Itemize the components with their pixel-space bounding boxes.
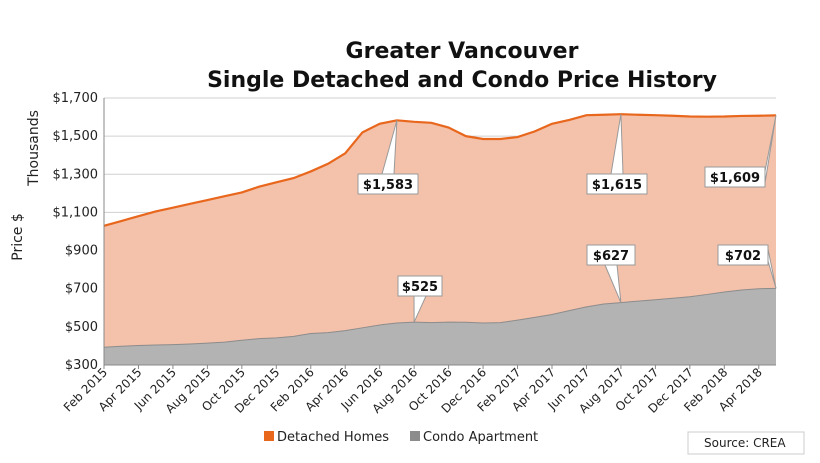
y-tick-label: $1,500 (53, 129, 99, 144)
callout: $1,583 (357, 120, 419, 195)
source-text: Source: CREA (704, 436, 786, 450)
legend: Detached Homes Condo Apartment (264, 430, 538, 445)
callout-label: $525 (402, 280, 438, 295)
callout-box (704, 166, 766, 188)
y-tick-label: $1,100 (53, 205, 99, 220)
chart-title: Greater Vancouver (346, 39, 579, 64)
y-tick-label: $500 (65, 320, 98, 335)
legend-swatch-condo (410, 431, 420, 441)
callout: $702 (717, 244, 777, 289)
callout-label: $1,583 (363, 178, 413, 193)
callout-box (586, 244, 636, 266)
legend-label-condo: Condo Apartment (423, 430, 538, 445)
callout-label: $627 (593, 249, 629, 264)
callout-label: $702 (725, 249, 761, 264)
callout-box (357, 173, 419, 195)
y-tick-label: $1,300 (53, 167, 99, 182)
callout: $525 (397, 275, 443, 323)
chart-subtitle: Single Detached and Condo Price History (207, 68, 717, 93)
y-axis-label-thousands: Thousands (26, 110, 42, 187)
y-tick-label: $1,700 (53, 91, 99, 106)
plot-area (103, 113, 777, 365)
callout-label: $1,609 (710, 171, 760, 186)
line-detached-homes (103, 113, 777, 227)
y-tick-label: $900 (65, 244, 98, 259)
legend-swatch-detached (264, 431, 274, 441)
callout-box (397, 275, 443, 297)
legend-label-detached: Detached Homes (277, 430, 389, 445)
source-box: Source: CREA (687, 431, 805, 455)
line-condo-apartment (103, 287, 777, 348)
callout: $1,615 (586, 114, 648, 195)
callout-box (586, 173, 648, 195)
callout-box (717, 244, 769, 266)
callouts: $1,583 $1,615 $1,609 $525 $627 $702 (357, 114, 777, 323)
y-tick-label: $300 (65, 358, 98, 373)
y-axis-label-price: Price $ (10, 213, 26, 261)
callout: $627 (586, 244, 636, 303)
area-condo-apartment (104, 288, 776, 365)
y-tick-label: $700 (65, 282, 98, 297)
callout: $1,609 (704, 115, 777, 188)
callout-label: $1,615 (592, 178, 642, 193)
